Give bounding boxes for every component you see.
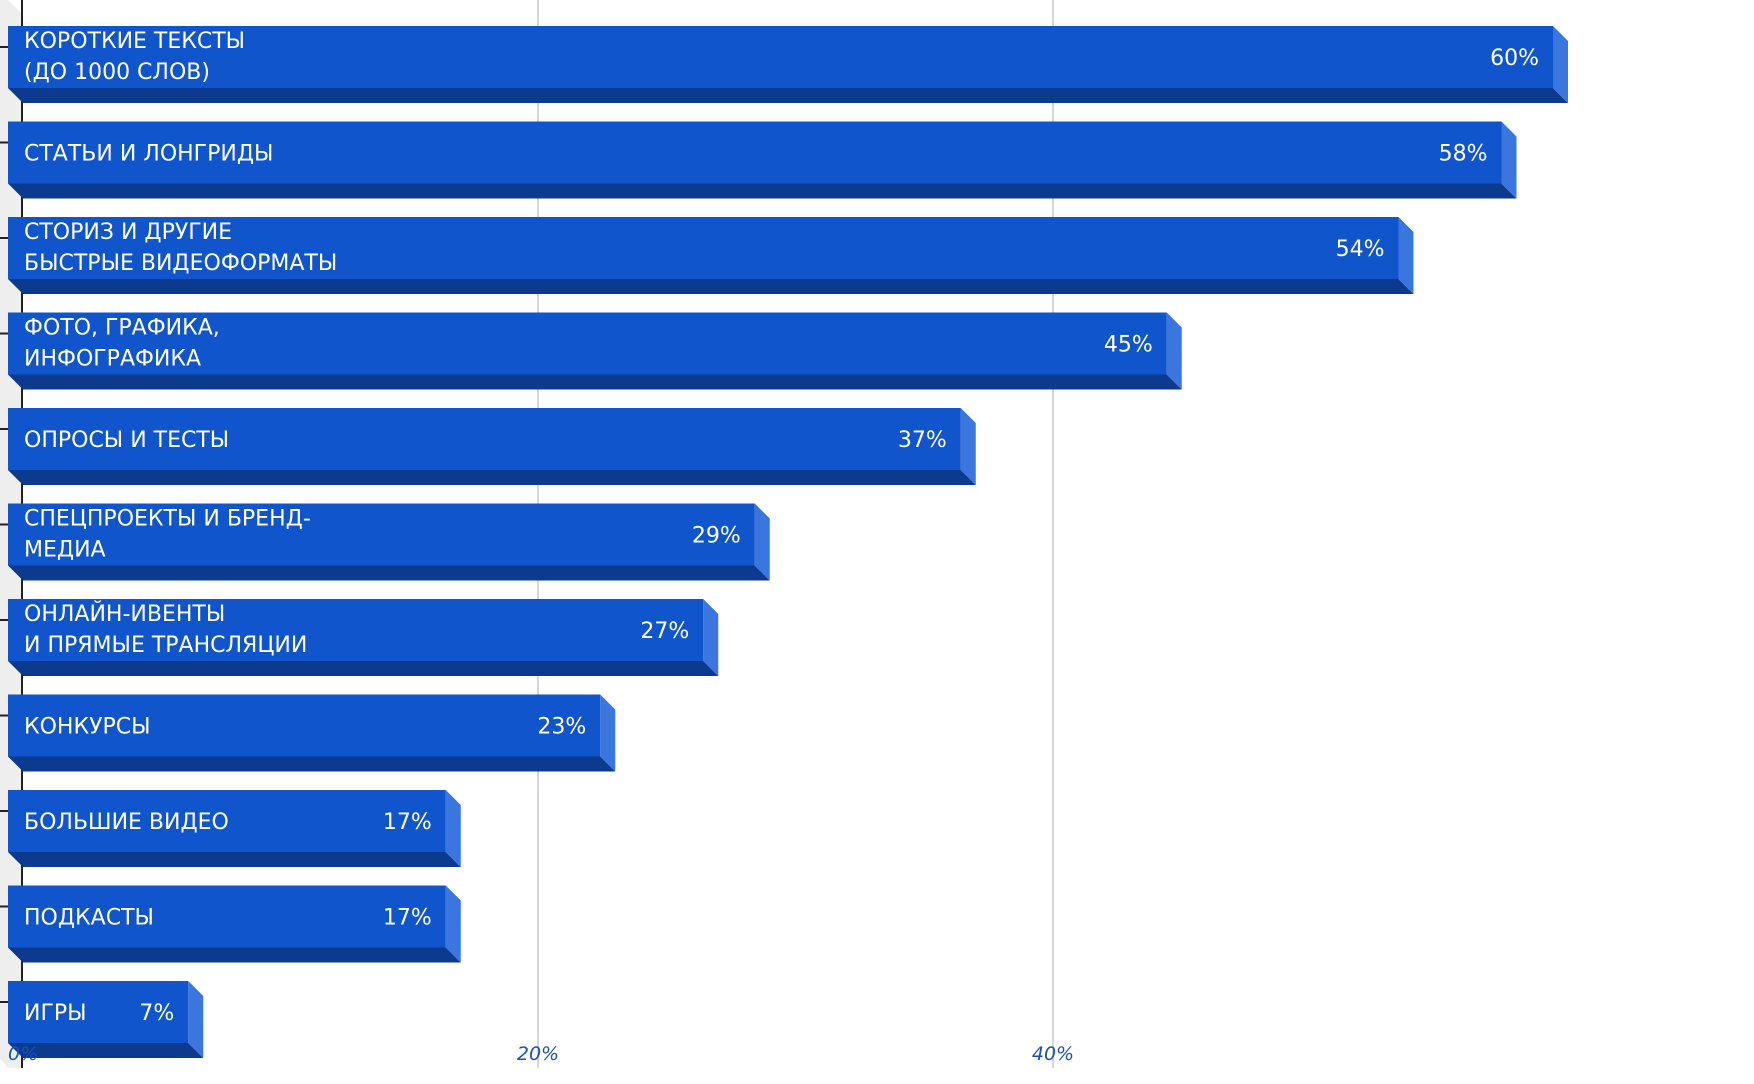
value-label: 37% <box>898 428 947 453</box>
bar-bottom-face <box>8 88 1568 103</box>
bar-side-face <box>1166 312 1182 390</box>
value-label: 58% <box>1439 142 1488 167</box>
bar-group: ФОТО, ГРАФИКА, ИНФОГРАФИКА 45% <box>8 312 1182 390</box>
category-label: КОРОТКИЕ ТЕКСТЫ (ДО 1000 СЛОВ) <box>24 29 245 85</box>
bar-bottom-face <box>8 661 719 676</box>
value-label: 7% <box>139 1001 174 1026</box>
bar-group: ОПРОСЫ И ТЕСТЫ 37% <box>8 408 976 485</box>
category-label: БОЛЬШИЕ ВИДЕО <box>24 810 229 835</box>
bar <box>8 503 755 566</box>
bar-bottom-face <box>8 470 976 485</box>
bar-side-face <box>445 790 461 867</box>
bar-bottom-face <box>8 565 770 581</box>
bar <box>8 790 446 852</box>
bar-bottom-face <box>8 947 461 963</box>
bar-side-face <box>1501 121 1517 199</box>
bar <box>8 981 189 1043</box>
bar-group: БОЛЬШИЕ ВИДЕО 17% <box>8 790 461 867</box>
value-label: 45% <box>1104 333 1153 358</box>
bar-group: ОНЛАЙН-ИВЕНТЫ И ПРЯМЫЕ ТРАНСЛЯЦИИ 27% <box>8 599 719 676</box>
value-label: 60% <box>1490 46 1539 71</box>
bar-bottom-face <box>8 1043 204 1058</box>
category-label: ФОТО, ГРАФИКА, ИНФОГРАФИКА <box>24 316 220 372</box>
bar-bottom-face <box>8 852 461 867</box>
bar-group: КОНКУРСЫ 23% <box>8 694 616 772</box>
value-label: 27% <box>640 619 689 644</box>
bar <box>8 121 1502 184</box>
bar-bottom-face <box>8 756 616 772</box>
bar-group: КОРОТКИЕ ТЕКСТЫ (ДО 1000 СЛОВ) 60% <box>8 26 1568 103</box>
bar-group: ПОДКАСТЫ 17% <box>8 885 461 963</box>
bar-group: ИГРЫ 7% <box>8 981 204 1058</box>
category-label: ИГРЫ <box>24 1001 87 1026</box>
bar-side-face <box>600 694 616 772</box>
bar-side-face <box>1398 217 1414 294</box>
bars: КОРОТКИЕ ТЕКСТЫ (ДО 1000 СЛОВ) 60% СТАТЬИ И… <box>8 26 1568 1058</box>
value-label: 17% <box>383 810 432 835</box>
value-label: 23% <box>537 715 586 740</box>
bar-side-face <box>703 599 719 676</box>
bar <box>8 408 961 470</box>
bar <box>8 26 1553 88</box>
category-label: КОНКУРСЫ <box>24 715 151 740</box>
bar-group: СПЕЦПРОЕКТЫ И БРЕНД-МЕДИА 29% <box>8 503 770 581</box>
x-tick-label: 20% <box>517 1043 559 1065</box>
category-label: ПОДКАСТЫ <box>24 906 154 931</box>
bar-side-face <box>188 981 204 1058</box>
x-tick-label: 40% <box>1032 1043 1074 1065</box>
bar-side-face <box>754 503 770 581</box>
bar-bottom-face <box>8 279 1414 294</box>
bar-group: СТОРИЗ И ДРУГИЕ БЫСТРЫЕ ВИДЕОФОРМАТЫ 54% <box>8 217 1414 294</box>
bar-group: СТАТЬИ И ЛОНГРИДЫ 58% <box>8 121 1517 199</box>
bar <box>8 599 704 661</box>
category-label: СТОРИЗ И ДРУГИЕ БЫСТРЫЕ ВИДЕОФОРМАТЫ <box>24 220 337 276</box>
bar-side-face <box>445 885 461 963</box>
category-label: ОПРОСЫ И ТЕСТЫ <box>24 428 229 453</box>
bar-bottom-face <box>8 374 1182 390</box>
value-label: 29% <box>692 524 741 549</box>
bar <box>8 312 1167 375</box>
x-axis-ticks: 0% 20% 40% <box>8 1043 1074 1065</box>
value-label: 54% <box>1336 237 1385 262</box>
bar-side-face <box>960 408 976 485</box>
bar-bottom-face <box>8 183 1517 199</box>
x-tick-label: 0% <box>8 1043 38 1065</box>
bar <box>8 885 446 948</box>
bar <box>8 694 601 757</box>
category-label: ОНЛАЙН-ИВЕНТЫ И ПРЯМЫЕ ТРАНСЛЯЦИИ <box>24 601 307 658</box>
bar <box>8 217 1399 279</box>
bar-side-face <box>1553 26 1568 103</box>
value-label: 17% <box>383 906 432 931</box>
category-label: СПЕЦПРОЕКТЫ И БРЕНД-МЕДИА <box>24 507 311 563</box>
category-label: СТАТЬИ И ЛОНГРИДЫ <box>24 142 273 167</box>
